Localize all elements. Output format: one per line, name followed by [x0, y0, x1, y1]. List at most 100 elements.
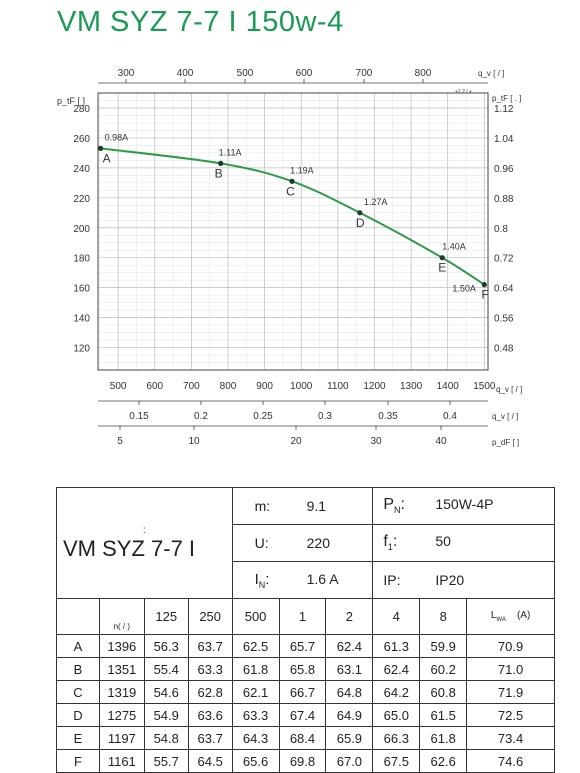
row-lwa: 72.5 — [466, 703, 555, 727]
point-letter: D — [356, 216, 365, 230]
current-sub: N — [258, 579, 266, 590]
lw-unit: (A) — [516, 610, 531, 621]
power-cell: PN: 150W-4P — [372, 487, 555, 525]
row-lwa: 74.6 — [466, 749, 555, 773]
row-band-value: 64.5 — [187, 749, 233, 773]
spec-table: : VM SYZ 7-7 I m: 9.1 PN: 150W-4P U: 220 f1… — [56, 487, 555, 773]
plot-frame — [97, 92, 489, 371]
left-tick-label: 260 — [73, 134, 90, 145]
bottom-tick-label: 900 — [256, 381, 273, 392]
bottom3-tick-label: 10 — [188, 436, 200, 447]
freq-header: 4 — [372, 598, 421, 635]
mass-value: 9.1 — [306, 498, 327, 514]
voltage-value: 220 — [306, 535, 330, 551]
current-colon: : — [265, 570, 270, 588]
table-row: C 1319 54.6 62.8 62.1 66.7 64.8 64.2 60.8 71.9 — [56, 680, 555, 704]
bottom3-tick-label: 5 — [117, 436, 123, 447]
left-axis-label: p_tF [ ] — [57, 96, 85, 106]
left-tick-label: 220 — [73, 194, 90, 205]
table-row: B 1351 55.4 63.3 61.8 65.8 63.1 62.4 60.2 71.0 — [56, 657, 555, 681]
row-band-value: 67.5 — [372, 749, 421, 773]
bottom2-tick-label: 0.25 — [253, 411, 273, 422]
lw-label: L — [490, 610, 497, 621]
table-row: D 1275 54.9 63.6 63.3 67.4 64.9 65.0 61.5 72.5 — [56, 703, 555, 727]
row-band-value: 63.3 — [231, 703, 280, 727]
lw-header: LWA (A) — [466, 598, 555, 635]
row-band-value: 61.8 — [231, 657, 280, 681]
ip-value: IP20 — [435, 572, 465, 588]
right-tick-label: 0.72 — [494, 254, 514, 265]
left-tick-label: 280 — [73, 104, 90, 115]
row-point: D — [56, 703, 100, 727]
row-point: B — [56, 657, 100, 681]
row-band-value: 67.4 — [278, 703, 327, 727]
operating-point — [289, 178, 295, 184]
frequency-cell: f1: 50 — [372, 524, 555, 562]
bottom3-tick-label: 30 — [370, 436, 382, 447]
bottom2-tick-label: 0.15 — [129, 411, 149, 422]
row-point: C — [56, 680, 100, 704]
top-tick-label: 400 — [177, 68, 194, 79]
point-letter: A — [103, 151, 111, 165]
row-band-value: 62.8 — [187, 680, 233, 704]
current-cell: IN: 1.6 A — [231, 561, 374, 599]
row-band-value: 64.9 — [325, 703, 374, 727]
top-tick-label: 700 — [356, 68, 373, 79]
frequency-value: 50 — [435, 533, 451, 550]
bottom-tick-label: 1300 — [400, 381, 423, 392]
row-band-value: 54.8 — [143, 726, 189, 750]
row-band-value: 60.8 — [419, 680, 468, 704]
row-point: F — [56, 749, 100, 773]
row-band-value: 65.7 — [278, 634, 327, 658]
bottom-tick-label: 1500 — [473, 381, 496, 392]
ip-cell: IP: IP20 — [372, 561, 555, 599]
row-band-value: 65.8 — [278, 657, 327, 681]
operating-point — [218, 160, 224, 166]
freq-header: 500 — [231, 598, 280, 635]
top-tick-label: 600 — [296, 68, 313, 79]
voltage-cell: U: 220 — [231, 524, 374, 562]
row-band-value: 61.3 — [372, 634, 421, 658]
current-label: I — [254, 570, 259, 588]
left-tick-label: 160 — [73, 284, 90, 295]
right-tick-label: 1.12 — [494, 104, 514, 115]
ip-label: IP: — [383, 572, 401, 588]
row-band-value: 62.4 — [325, 634, 374, 658]
right-tick-label: 0.96 — [494, 164, 514, 175]
right-tick-label: 0.48 — [494, 344, 514, 355]
right-tick-label: 0.56 — [494, 314, 514, 325]
row-band-value: 63.3 — [187, 657, 233, 681]
row-band-value: 65.6 — [231, 749, 280, 773]
row-point: A — [56, 634, 100, 658]
row-band-value: 63.7 — [187, 634, 233, 658]
power-label: P — [383, 496, 395, 514]
mass-label: m: — [254, 498, 271, 514]
operating-point — [357, 210, 363, 216]
right-tick-label: 0.64 — [494, 284, 514, 295]
bottom-tick-label: 1100 — [327, 381, 349, 392]
bottom-tick-label: 1200 — [363, 381, 386, 392]
right-tick-label: 0.8 — [494, 224, 508, 235]
freq-header: 2 — [325, 598, 374, 635]
bottom-tick-label: 500 — [110, 381, 127, 392]
point-letter: B — [215, 166, 223, 180]
row-band-value: 69.8 — [278, 749, 327, 773]
top-axis-label: q_v [ / ] — [478, 69, 504, 78]
row-speed: 1161 — [98, 749, 145, 773]
model-cell: : VM SYZ 7-7 I — [56, 487, 233, 599]
row-band-value: 64.8 — [325, 680, 374, 704]
row-band-value: 63.1 — [325, 657, 374, 681]
model-name: VM SYZ 7-7 I — [63, 535, 196, 561]
power-colon: : — [400, 496, 405, 514]
freq-header: 125 — [143, 598, 189, 635]
row-band-value: 59.9 — [419, 634, 468, 658]
row-band-value: 67.0 — [325, 749, 374, 773]
model-colon: : — [142, 524, 146, 536]
point-current-label: 1.19A — [290, 165, 314, 175]
freq-header: 8 — [419, 598, 468, 635]
operating-point — [97, 145, 104, 151]
bottom3-tick-label: 40 — [435, 436, 447, 447]
row-lwa: 70.9 — [466, 634, 555, 658]
point-current-label: 1.50A — [452, 284, 476, 294]
bottom-tick-label: 1400 — [437, 381, 460, 392]
